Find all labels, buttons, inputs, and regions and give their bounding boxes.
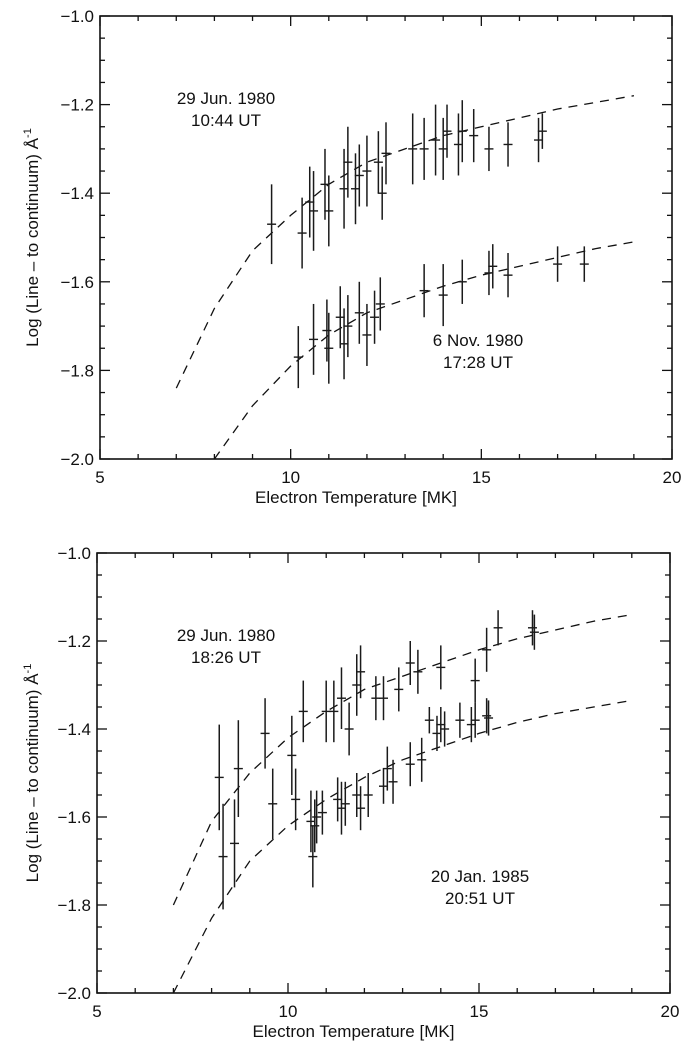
series-2: [172, 698, 632, 993]
fit-curve: [172, 613, 632, 906]
series-annotation: 20 Jan. 1985: [431, 867, 529, 886]
series-annotation: 10:44 UT: [191, 111, 261, 130]
y-tick-label: −1.0: [57, 544, 91, 563]
y-axis-label: Log (Line – to continuum) Å-1: [22, 664, 42, 883]
y-axis-label-superscript: -1: [22, 128, 34, 138]
y-tick-label: −1.6: [60, 273, 94, 292]
chart-panel-1: 5 10 15 20 −2.0 −1.8 −1.6 −1.4 −1.2 −1.0 Electron …: [22, 7, 681, 507]
series-annotation: 29 Jun. 1980: [177, 89, 275, 108]
x-tick-label: 5: [92, 1002, 101, 1021]
x-tick-label: 15: [472, 468, 491, 487]
y-tick-label: −1.4: [60, 184, 94, 203]
fit-curve: [172, 699, 632, 993]
series-annotation: 17:28 UT: [443, 353, 513, 372]
series-1: [172, 610, 632, 910]
x-tick-label: 5: [95, 468, 104, 487]
x-tick-label: 20: [663, 468, 682, 487]
series-1: [175, 95, 635, 389]
plot-frame: [99, 15, 673, 460]
series-2: [213, 241, 635, 459]
x-axis-label: Electron Temperature [MK]: [253, 1022, 455, 1041]
x-tick-label: 10: [281, 468, 300, 487]
y-axis-label-superscript: -1: [22, 664, 34, 674]
series-annotation: 18:26 UT: [191, 648, 261, 667]
y-tick-label: −1.2: [60, 96, 94, 115]
x-tick-label: 20: [661, 1002, 680, 1021]
y-tick-label: −2.0: [57, 984, 91, 1003]
y-tick-label: −1.0: [60, 7, 94, 26]
y-axis-label: Log (Line – to continuum) Å-1: [22, 128, 42, 347]
y-tick-label: −1.2: [57, 632, 91, 651]
y-tick-label: −1.6: [57, 808, 91, 827]
chart-panel-2: 5 10 15 20 −2.0 −1.8 −1.6 −1.4 −1.2 −1.0 Electron …: [22, 544, 679, 1041]
x-axis-label: Electron Temperature [MK]: [255, 488, 457, 507]
y-tick-label: −1.8: [60, 361, 94, 380]
y-tick-label: −1.4: [57, 720, 91, 739]
x-tick-label: 10: [279, 1002, 298, 1021]
series-annotation: 6 Nov. 1980: [433, 331, 523, 350]
y-tick-label: −1.8: [57, 896, 91, 915]
fit-curve: [175, 95, 635, 389]
y-tick-label: −2.0: [60, 450, 94, 469]
x-tick-label: 15: [470, 1002, 489, 1021]
series-annotation: 20:51 UT: [445, 889, 515, 908]
series-annotation: 29 Jun. 1980: [177, 626, 275, 645]
